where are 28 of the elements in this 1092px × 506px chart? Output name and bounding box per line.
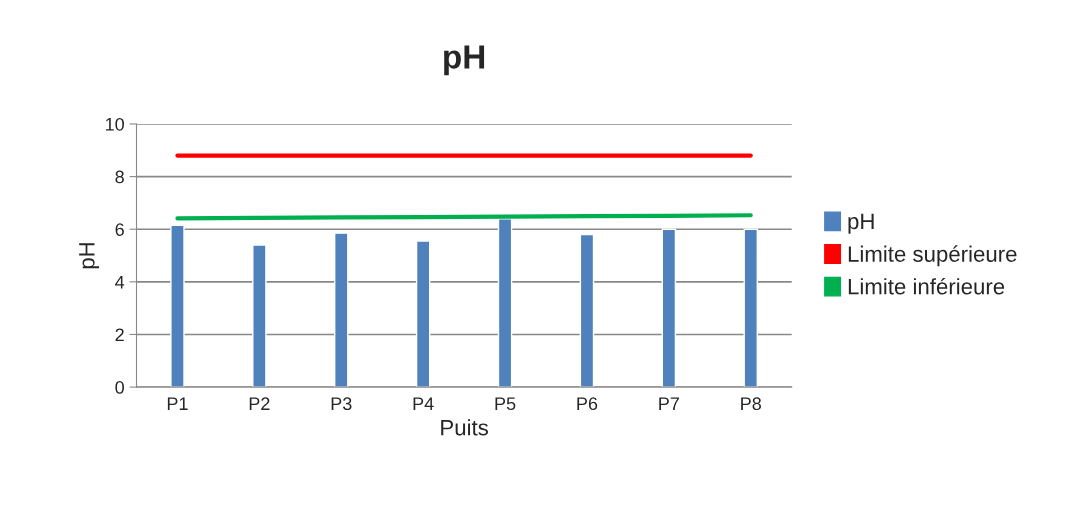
y-tick-label: 0 [115,381,124,394]
x-tick-label: P4 [413,397,434,410]
y-tick-label: 6 [115,223,124,236]
y-tick-label: 4 [115,275,125,289]
y-tick-label: 2 [115,328,124,342]
x-tick-label: P7 [659,397,679,410]
x-tick-label: P6 [577,397,598,411]
bar [415,240,431,388]
x-axis-title: Puits [441,419,488,436]
bar [497,217,513,388]
x-tick-label: P2 [249,397,270,410]
bar [252,244,267,388]
bar [661,228,677,388]
bar [170,224,185,388]
legend-label: Limite supérieure [848,245,1017,267]
x-tick-label: P3 [331,397,352,411]
bar [334,232,349,388]
bar [579,233,595,388]
legend-label: Limite inférieure [848,277,1005,295]
chart-title: pH [444,45,485,76]
y-axis-title: pH [79,243,100,269]
x-tick-label: P1 [167,397,188,410]
y-tick-label: 8 [115,170,124,184]
x-tick-label: P8 [741,397,762,411]
x-tick-label: P5 [495,397,516,411]
legend-label: pH [848,213,874,234]
y-tick-label: 10 [105,117,124,131]
bar [743,228,758,388]
